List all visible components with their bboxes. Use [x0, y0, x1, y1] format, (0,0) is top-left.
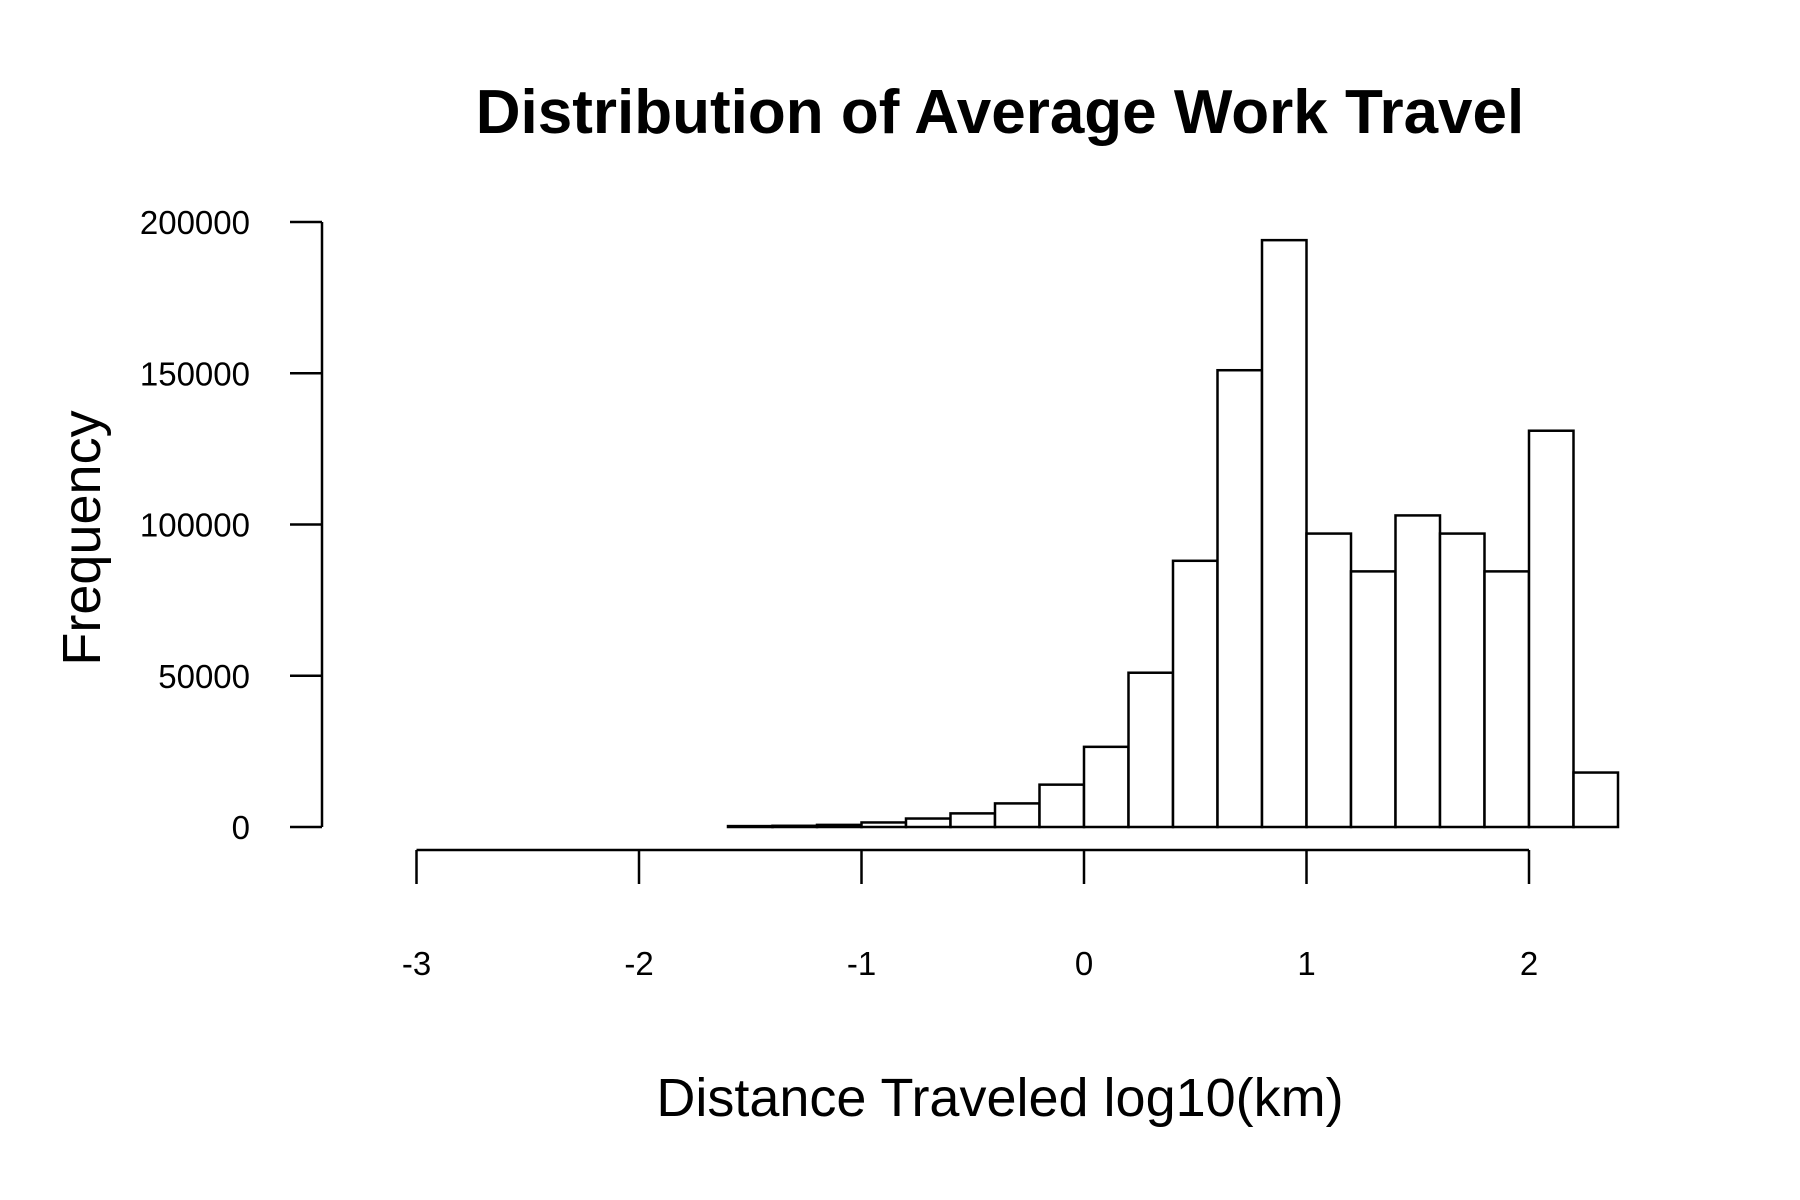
chart-title: Distribution of Average Work Travel: [476, 78, 1525, 147]
x-axis-label: Distance Traveled log10(km): [656, 1068, 1343, 1128]
histogram-bar-21: [1305, 532, 1353, 829]
histogram-bar-17: [1127, 671, 1175, 829]
y-tick-label-1: 50000: [158, 658, 250, 695]
histogram-bar-27: [1572, 771, 1620, 829]
histogram-bar-10: [815, 823, 863, 829]
y-axis: 0 50000 100000 150000 200000: [140, 204, 324, 846]
histogram-bar-14: [993, 802, 1041, 829]
histogram-bar-11: [860, 821, 908, 829]
x-axis: -3 -2 -1 0 1 2: [402, 848, 1538, 982]
histogram-bar-18: [1171, 559, 1219, 829]
y-tick-label-2: 100000: [140, 507, 250, 544]
histogram-bar-13: [949, 812, 997, 829]
histogram-bar-25: [1483, 570, 1531, 829]
y-tick-label-3: 150000: [140, 355, 250, 392]
y-tick-label-4: 200000: [140, 204, 250, 241]
histogram-bar-15: [1038, 783, 1086, 829]
histogram-bar-9: [771, 824, 819, 829]
x-tick-label-3: 0: [1075, 945, 1093, 982]
histogram-bar-24: [1438, 532, 1486, 829]
histogram-bar-8: [726, 824, 774, 829]
histogram-bar-12: [904, 817, 952, 829]
x-tick-label-2: -1: [847, 945, 876, 982]
histogram-bar-20: [1260, 238, 1308, 829]
histogram-bar-26: [1527, 429, 1575, 829]
x-tick-label-0: -3: [402, 945, 431, 982]
histogram-bar-23: [1394, 514, 1442, 829]
x-tick-label-5: 2: [1520, 945, 1538, 982]
histogram-bar-16: [1082, 745, 1130, 829]
histogram-bar-22: [1349, 570, 1397, 829]
histogram-bars: [726, 238, 1620, 829]
y-tick-label-0: 0: [232, 809, 250, 846]
y-axis-label: Frequency: [52, 410, 112, 665]
x-tick-label-1: -2: [624, 945, 653, 982]
x-tick-label-4: 1: [1297, 945, 1315, 982]
histogram-bar-19: [1216, 368, 1264, 829]
